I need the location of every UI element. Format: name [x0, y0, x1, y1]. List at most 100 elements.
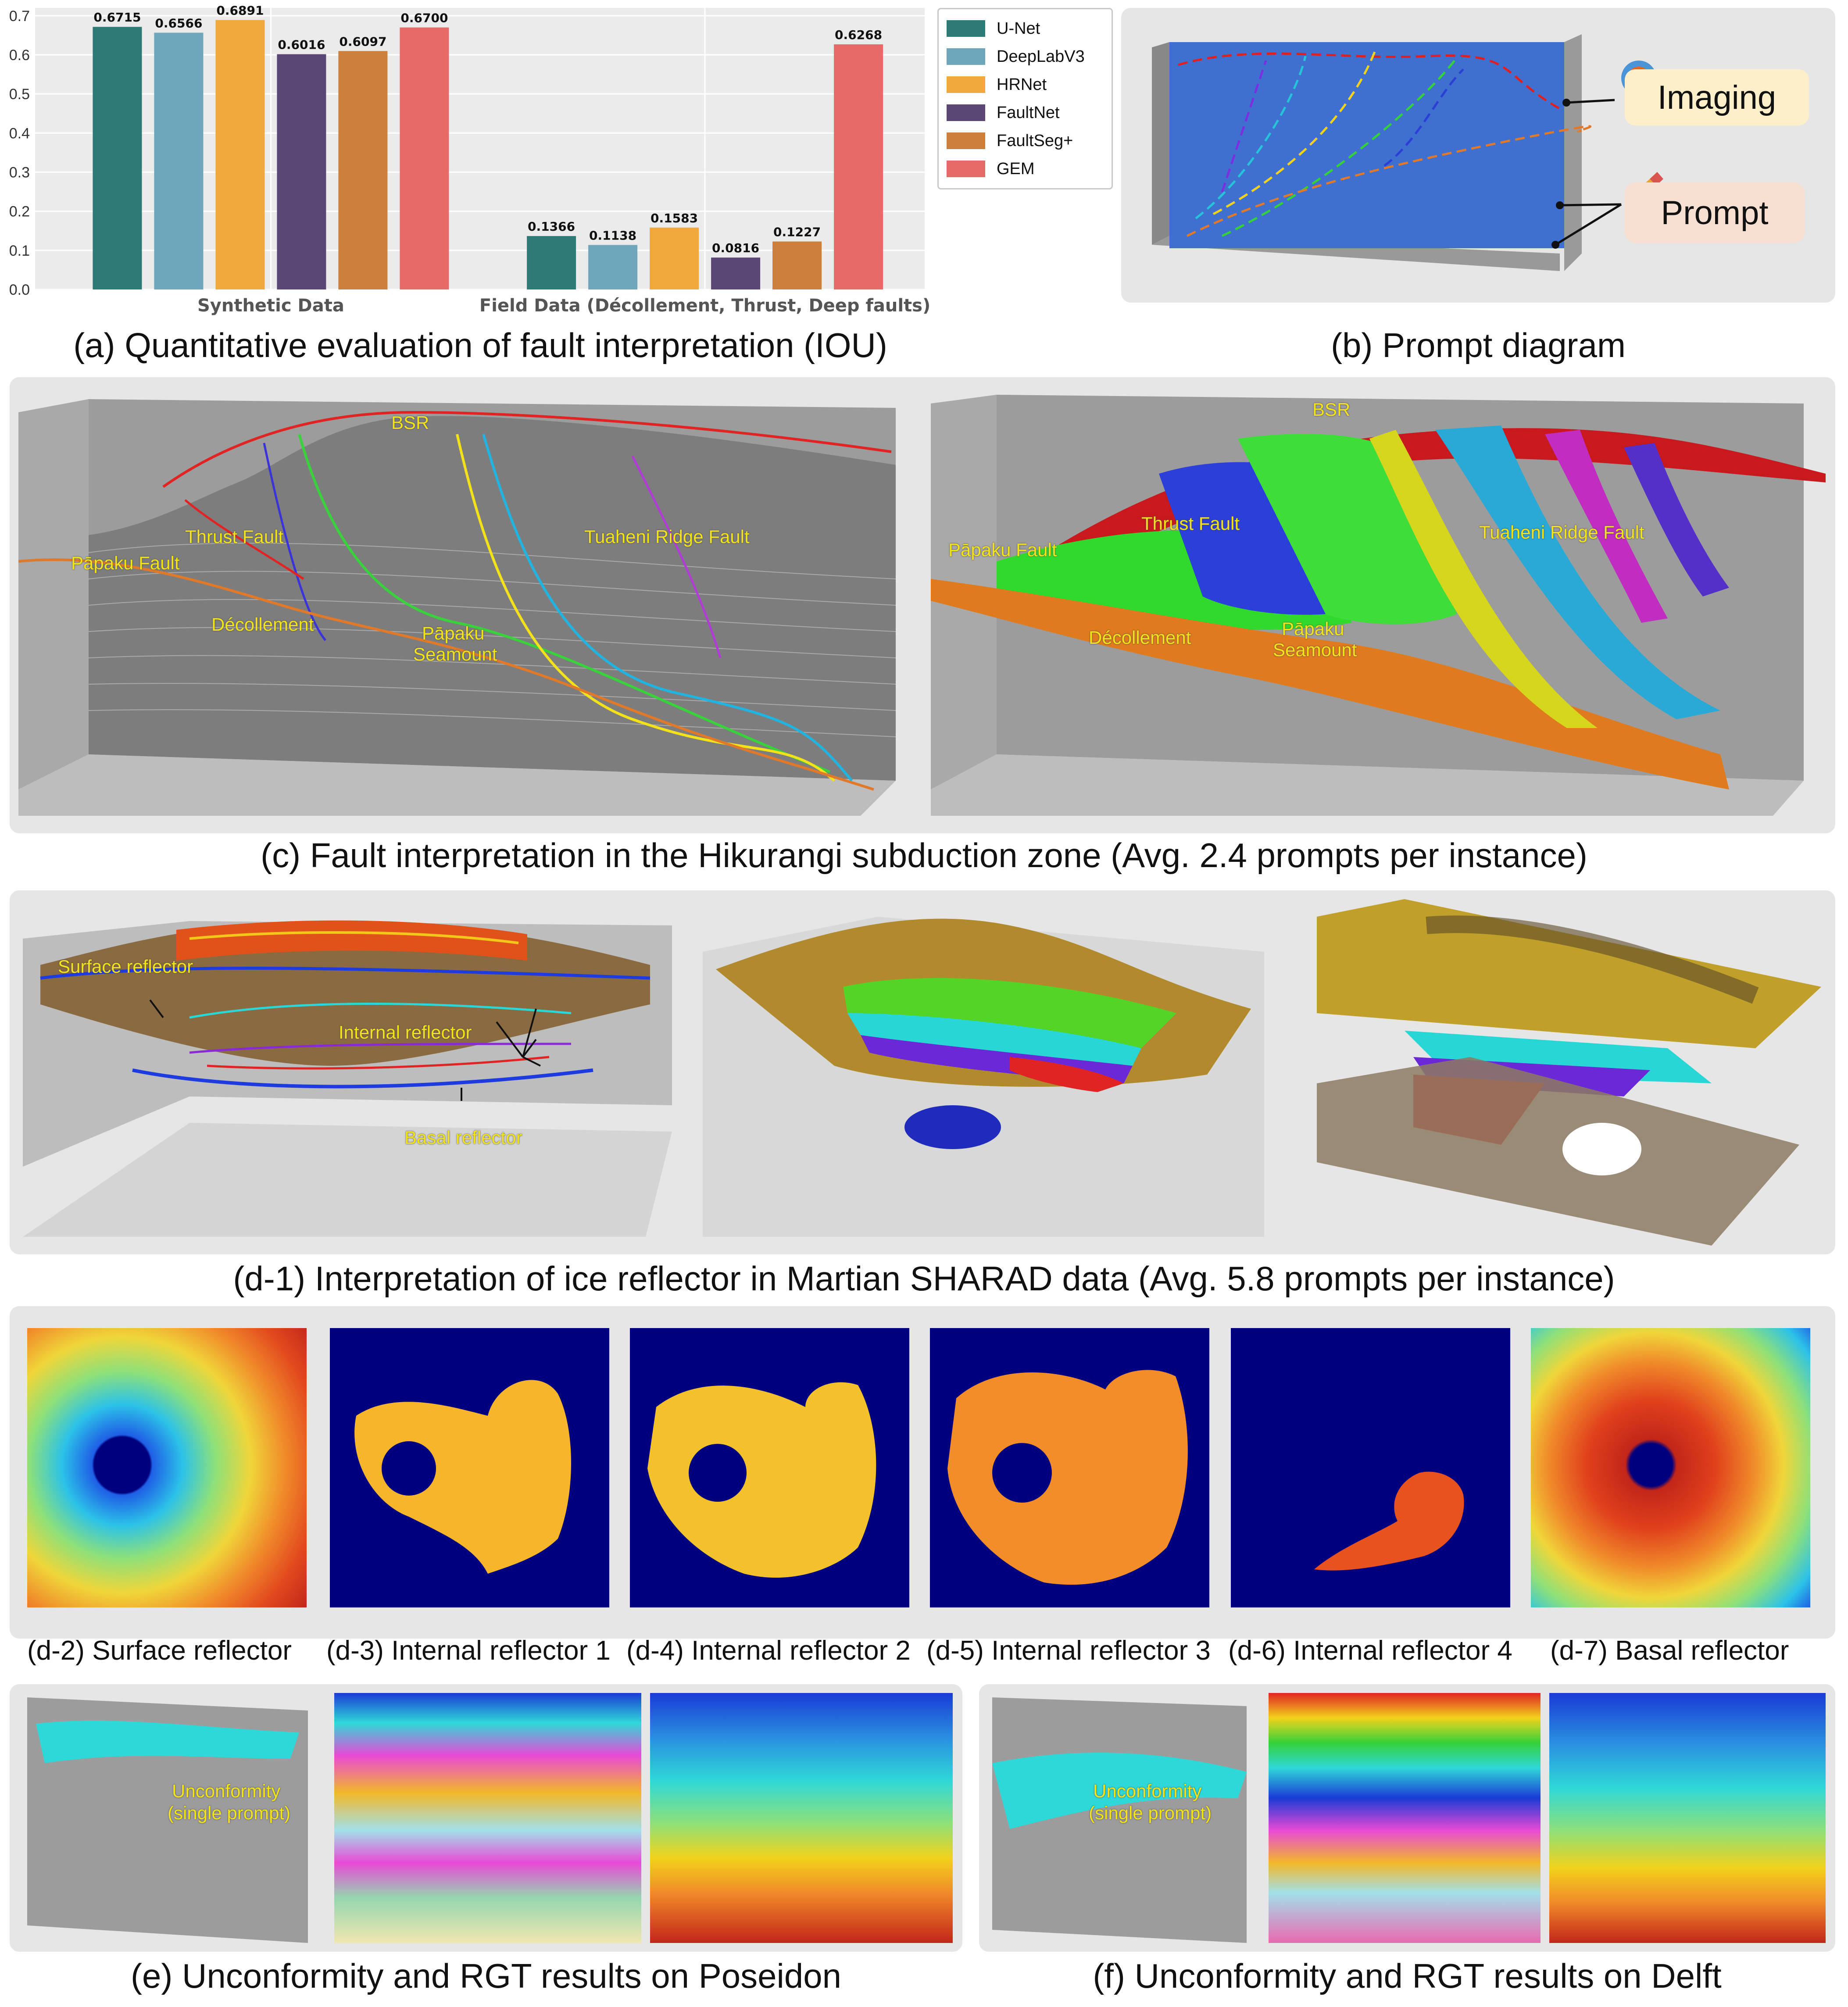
x-tick-label: Field Data (Décollement, Thrust, Deep fa…: [479, 296, 930, 316]
label-unconformity-f-1: Unconformity: [1093, 1781, 1202, 1801]
label-thrust-left: Thrust Fault: [185, 526, 284, 547]
label-decollement-left: Décollement: [211, 614, 314, 635]
poseidon-rgt-volume: [334, 1693, 641, 1943]
caption-e: (e) Unconformity and RGT results on Pose…: [131, 1957, 841, 1995]
label-papaku-fault-left: Pāpaku Fault: [71, 553, 180, 573]
map-basal-reflector: [1531, 1328, 1810, 1607]
legend-label: FaultNet: [997, 103, 1060, 122]
poseidon-unconformity: Unconformity (single prompt): [27, 1697, 317, 1943]
bar-value-label: 0.6016: [278, 38, 325, 52]
bar-value-label: 0.6566: [155, 16, 202, 31]
legend-label: GEM: [997, 159, 1035, 178]
bar-faultnet-0: [277, 54, 326, 289]
legend-swatch: [947, 20, 985, 37]
legend-item: GEM: [947, 157, 1035, 180]
bar-chart-svg: 0.67150.13660.65660.11380.68910.15830.60…: [9, 4, 931, 316]
caption-d2: (d-2) Surface reflector: [27, 1636, 292, 1666]
y-tick-label: 0.4: [9, 125, 30, 142]
y-tick-label: 0.2: [9, 204, 30, 220]
bar-hrnet-0: [215, 20, 265, 290]
legend-label: HRNet: [997, 75, 1047, 94]
caption-a: (a) Quantitative evaluation of fault int…: [73, 326, 887, 364]
prompt-label: Prompt: [1625, 182, 1805, 243]
label-seamount-line1-right: Pāpaku: [1282, 618, 1344, 639]
y-tick-label: 0.5: [9, 86, 30, 103]
bar-faultseg--1: [772, 241, 822, 289]
panel-poseidon: Unconformity (single prompt): [10, 1684, 962, 1952]
hikurangi-3d-faults: BSR Thrust Fault Pāpaku Fault Tuaheni Ri…: [931, 395, 1826, 816]
delft-unconformity: Unconformity (single prompt): [992, 1697, 1255, 1943]
prompt-diagram-graphic: [1152, 34, 1663, 271]
caption-d6: (d-6) Internal reflector 4: [1228, 1636, 1512, 1666]
x-tick-label: Synthetic Data: [197, 296, 344, 316]
y-tick-label: 0.3: [9, 164, 30, 181]
map-internal-reflector-3: [930, 1328, 1209, 1607]
chart-legend: U-Net DeepLabV3 HRNet FaultNet FaultSeg+ GEM: [937, 8, 1113, 189]
panel-prompt-diagram: Imaging Prompt: [1121, 8, 1835, 303]
label-surface-reflector: Surface reflector: [58, 956, 193, 977]
bar-u-net-1: [527, 236, 576, 289]
bar-faultseg--0: [338, 51, 388, 289]
legend-label: U-Net: [997, 19, 1040, 38]
legend-item: DeepLabV3: [947, 45, 1085, 68]
caption-d4: (d-4) Internal reflector 2: [626, 1636, 911, 1666]
legend-label: DeepLabV3: [997, 47, 1085, 66]
label-unconformity-f-2: (single prompt): [1089, 1803, 1212, 1823]
bar-value-label: 0.1583: [651, 211, 698, 225]
delft-horizon-stack: [1549, 1693, 1826, 1943]
legend-swatch: [947, 132, 985, 149]
label-tuaheni-left: Tuaheni Ridge Fault: [584, 526, 750, 547]
legend-label: FaultSeg+: [997, 131, 1073, 150]
label-bsr-left: BSR: [391, 412, 429, 433]
poseidon-horizon-stack: [650, 1693, 953, 1943]
label-internal-reflector: Internal reflector: [339, 1022, 472, 1043]
bar-hrnet-1: [650, 227, 699, 289]
bar-value-label: 0.6268: [835, 28, 882, 42]
y-tick-label: 0.6: [9, 47, 30, 64]
sharad-radargram: Surface reflector Internal reflector Bas…: [23, 912, 681, 1237]
panel-delft: Unconformity (single prompt): [979, 1684, 1835, 1952]
label-seamount-line2-left: Seamount: [413, 644, 497, 664]
sharad-exploded-view: [1317, 899, 1821, 1246]
map-internal-reflector-1: [330, 1328, 609, 1607]
bar-value-label: 0.1366: [528, 219, 575, 234]
caption-d3: (d-3) Internal reflector 1: [326, 1636, 611, 1666]
caption-d1: (d-1) Interpretation of ice reflector in…: [233, 1259, 1615, 1298]
y-tick-label: 0.7: [9, 8, 30, 25]
imaging-label: Imaging: [1625, 69, 1809, 125]
panel-hikurangi: BSR Thrust Fault Pāpaku Fault Tuaheni Ri…: [10, 377, 1835, 833]
label-bsr-right: BSR: [1312, 399, 1351, 420]
bar-value-label: 0.1227: [773, 225, 821, 239]
legend-swatch: [947, 104, 985, 121]
legend-swatch: [947, 161, 985, 177]
label-unconformity-e-2: (single prompt): [168, 1803, 291, 1823]
delft-rgt-volume: [1269, 1693, 1541, 1943]
label-seamount-line2-right: Seamount: [1273, 639, 1357, 660]
label-seamount-line1-left: Pāpaku: [422, 623, 485, 643]
label-basal-reflector: Basal reflector: [404, 1127, 522, 1148]
y-tick-label: 0.0: [9, 282, 30, 298]
label-decollement-right: Décollement: [1089, 627, 1191, 648]
caption-d7: (d-7) Basal reflector: [1550, 1636, 1789, 1666]
iou-bar-chart: 0.6715 0.1366 0.6566 0.1138 0.6891 0.1583 0.60…: [0, 0, 1123, 329]
legend-item: U-Net: [947, 17, 1040, 40]
map-surface-reflector: [27, 1328, 307, 1607]
map-internal-reflector-4: [1231, 1328, 1510, 1607]
label-thrust-right: Thrust Fault: [1141, 513, 1240, 534]
caption-f: (f) Unconformity and RGT results on Delf…: [1093, 1957, 1722, 1995]
panel-sharad: Surface reflector Internal reflector Bas…: [10, 890, 1835, 1254]
caption-c: (c) Fault interpretation in the Hikurang…: [261, 836, 1587, 875]
bar-deeplabv3-1: [588, 245, 638, 289]
y-tick-label: 0.1: [9, 243, 30, 259]
legend-swatch: [947, 76, 985, 93]
legend-item: FaultSeg+: [947, 129, 1073, 152]
bar-value-label: 0.6097: [339, 34, 386, 49]
label-unconformity-e-1: Unconformity: [172, 1781, 281, 1801]
bar-gem-1: [834, 44, 883, 289]
legend-item: HRNet: [947, 73, 1047, 96]
bar-u-net-0: [93, 27, 142, 289]
legend-swatch: [947, 48, 985, 65]
bar-gem-0: [400, 27, 449, 290]
label-papaku-fault-right: Pāpaku Fault: [948, 539, 1057, 560]
bar-faultnet-1: [711, 257, 761, 289]
